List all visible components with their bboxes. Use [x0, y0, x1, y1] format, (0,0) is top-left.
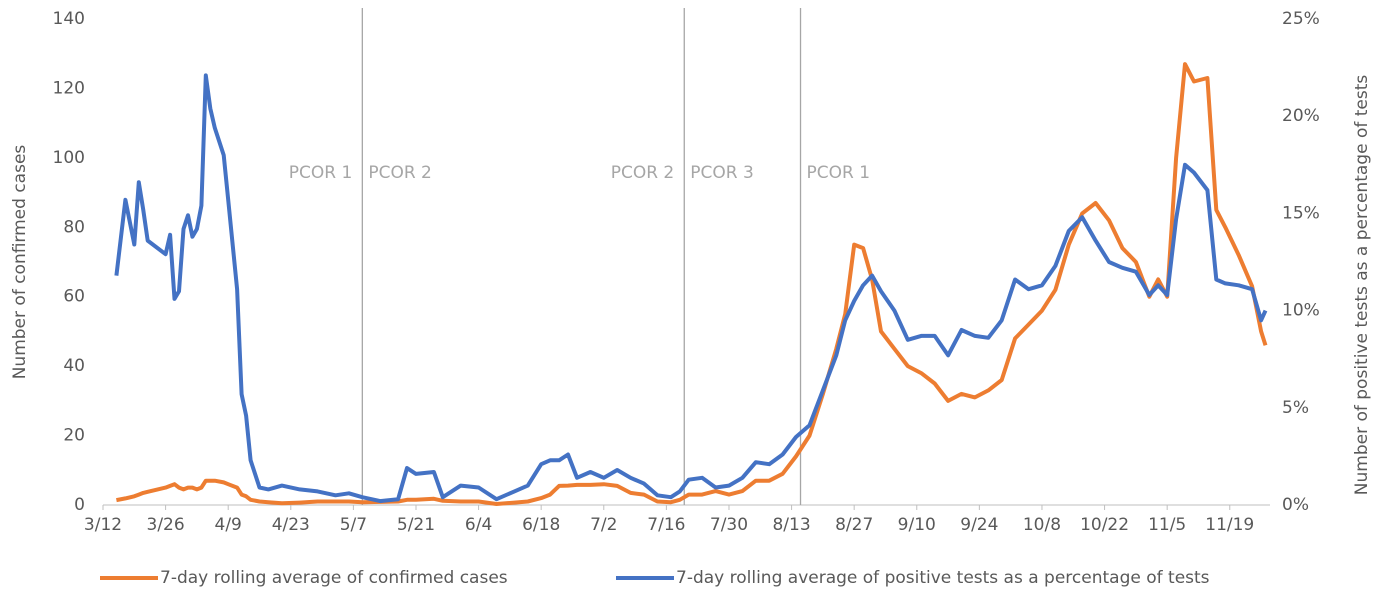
x-tick-label: 10/22	[1080, 515, 1129, 535]
y-tick-label: 80	[63, 217, 85, 237]
x-tick-label: 8/27	[835, 515, 873, 535]
y-tick-label: 40	[63, 356, 85, 376]
y-tick-label: 60	[63, 287, 85, 307]
x-tick-label: 11/5	[1148, 515, 1186, 535]
y2-tick-label: 15%	[1282, 203, 1320, 223]
x-tick-label: 7/30	[710, 515, 748, 535]
y2-tick-label: 25%	[1282, 9, 1320, 29]
y-tick-label: 100	[53, 148, 85, 168]
legend-label: 7-day rolling average of confirmed cases	[160, 568, 508, 588]
y-axis-title: Number of confirmed cases	[10, 145, 30, 380]
phase-label: PCOR 1	[807, 163, 871, 183]
y2-tick-label: 20%	[1282, 106, 1320, 126]
x-tick-label: 10/8	[1023, 515, 1061, 535]
y-tick-label: 0	[74, 495, 85, 515]
x-tick-label: 3/12	[84, 515, 122, 535]
x-tick-label: 6/4	[465, 515, 492, 535]
phase-label: PCOR 1	[289, 163, 353, 183]
x-tick-label: 11/19	[1205, 515, 1254, 535]
y2-axis-title: Number of positive tests as a percentage…	[1352, 75, 1372, 496]
x-tick-label: 9/24	[960, 515, 998, 535]
x-tick-label: 7/2	[590, 515, 617, 535]
x-tick-label: 4/9	[215, 515, 242, 535]
y2-tick-label: 10%	[1282, 301, 1320, 321]
y-tick-label: 120	[53, 78, 85, 98]
x-tick-label: 8/13	[772, 515, 810, 535]
x-tick-label: 5/21	[397, 515, 435, 535]
data-line	[116, 62, 1268, 506]
x-tick-label: 7/16	[647, 515, 685, 535]
phase-label: PCOR 3	[690, 163, 754, 183]
data-line	[114, 73, 1268, 504]
x-tick-label: 3/26	[147, 515, 185, 535]
x-tick-label: 4/23	[272, 515, 310, 535]
y2-tick-label: 0%	[1282, 495, 1309, 515]
y-tick-label: 140	[53, 9, 85, 29]
x-tick-label: 5/7	[340, 515, 367, 535]
phase-label: PCOR 2	[368, 163, 432, 183]
x-tick-label: 6/18	[522, 515, 560, 535]
phase-label: PCOR 2	[611, 163, 675, 183]
x-tick-label: 9/10	[898, 515, 936, 535]
y2-tick-label: 5%	[1282, 398, 1309, 418]
y-tick-label: 20	[63, 426, 85, 446]
legend-label: 7-day rolling average of positive tests …	[676, 568, 1210, 588]
